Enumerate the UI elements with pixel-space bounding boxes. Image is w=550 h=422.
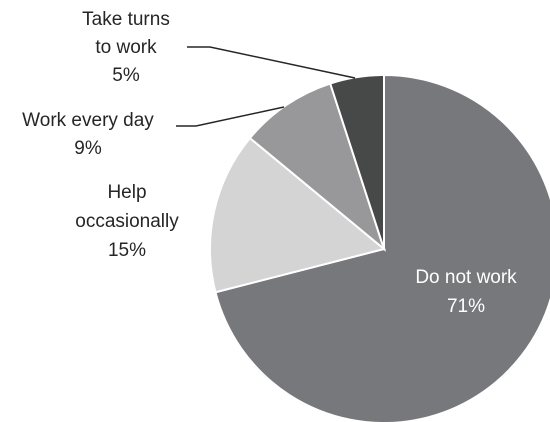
label-help-occasionally: Help [107,182,146,203]
label-help-occasionally-line2: occasionally [75,211,179,232]
leader-lines [176,46,356,127]
leader-line-work-every-day [176,106,285,127]
pie-slices [209,73,550,422]
label-help-occasionally-pct: 15% [108,240,146,261]
label-take-turns-line2: to work [95,37,157,58]
label-work-every-day: Work every day [22,110,154,131]
label-do-not-work: Do not work [415,267,517,288]
label-work-every-day-pct: 9% [74,138,102,159]
pie-slice-do-not-work [214,73,550,422]
pie-slice-help-occasionally [209,136,387,294]
label-take-turns: Take turns [82,9,170,30]
leader-line-take-turns [187,46,356,79]
label-take-turns-pct: 5% [112,65,140,86]
pie-slice-take-turns-to-work [328,73,385,250]
pie-slice-work-every-day [248,82,387,252]
label-do-not-work-pct: 71% [447,296,485,317]
